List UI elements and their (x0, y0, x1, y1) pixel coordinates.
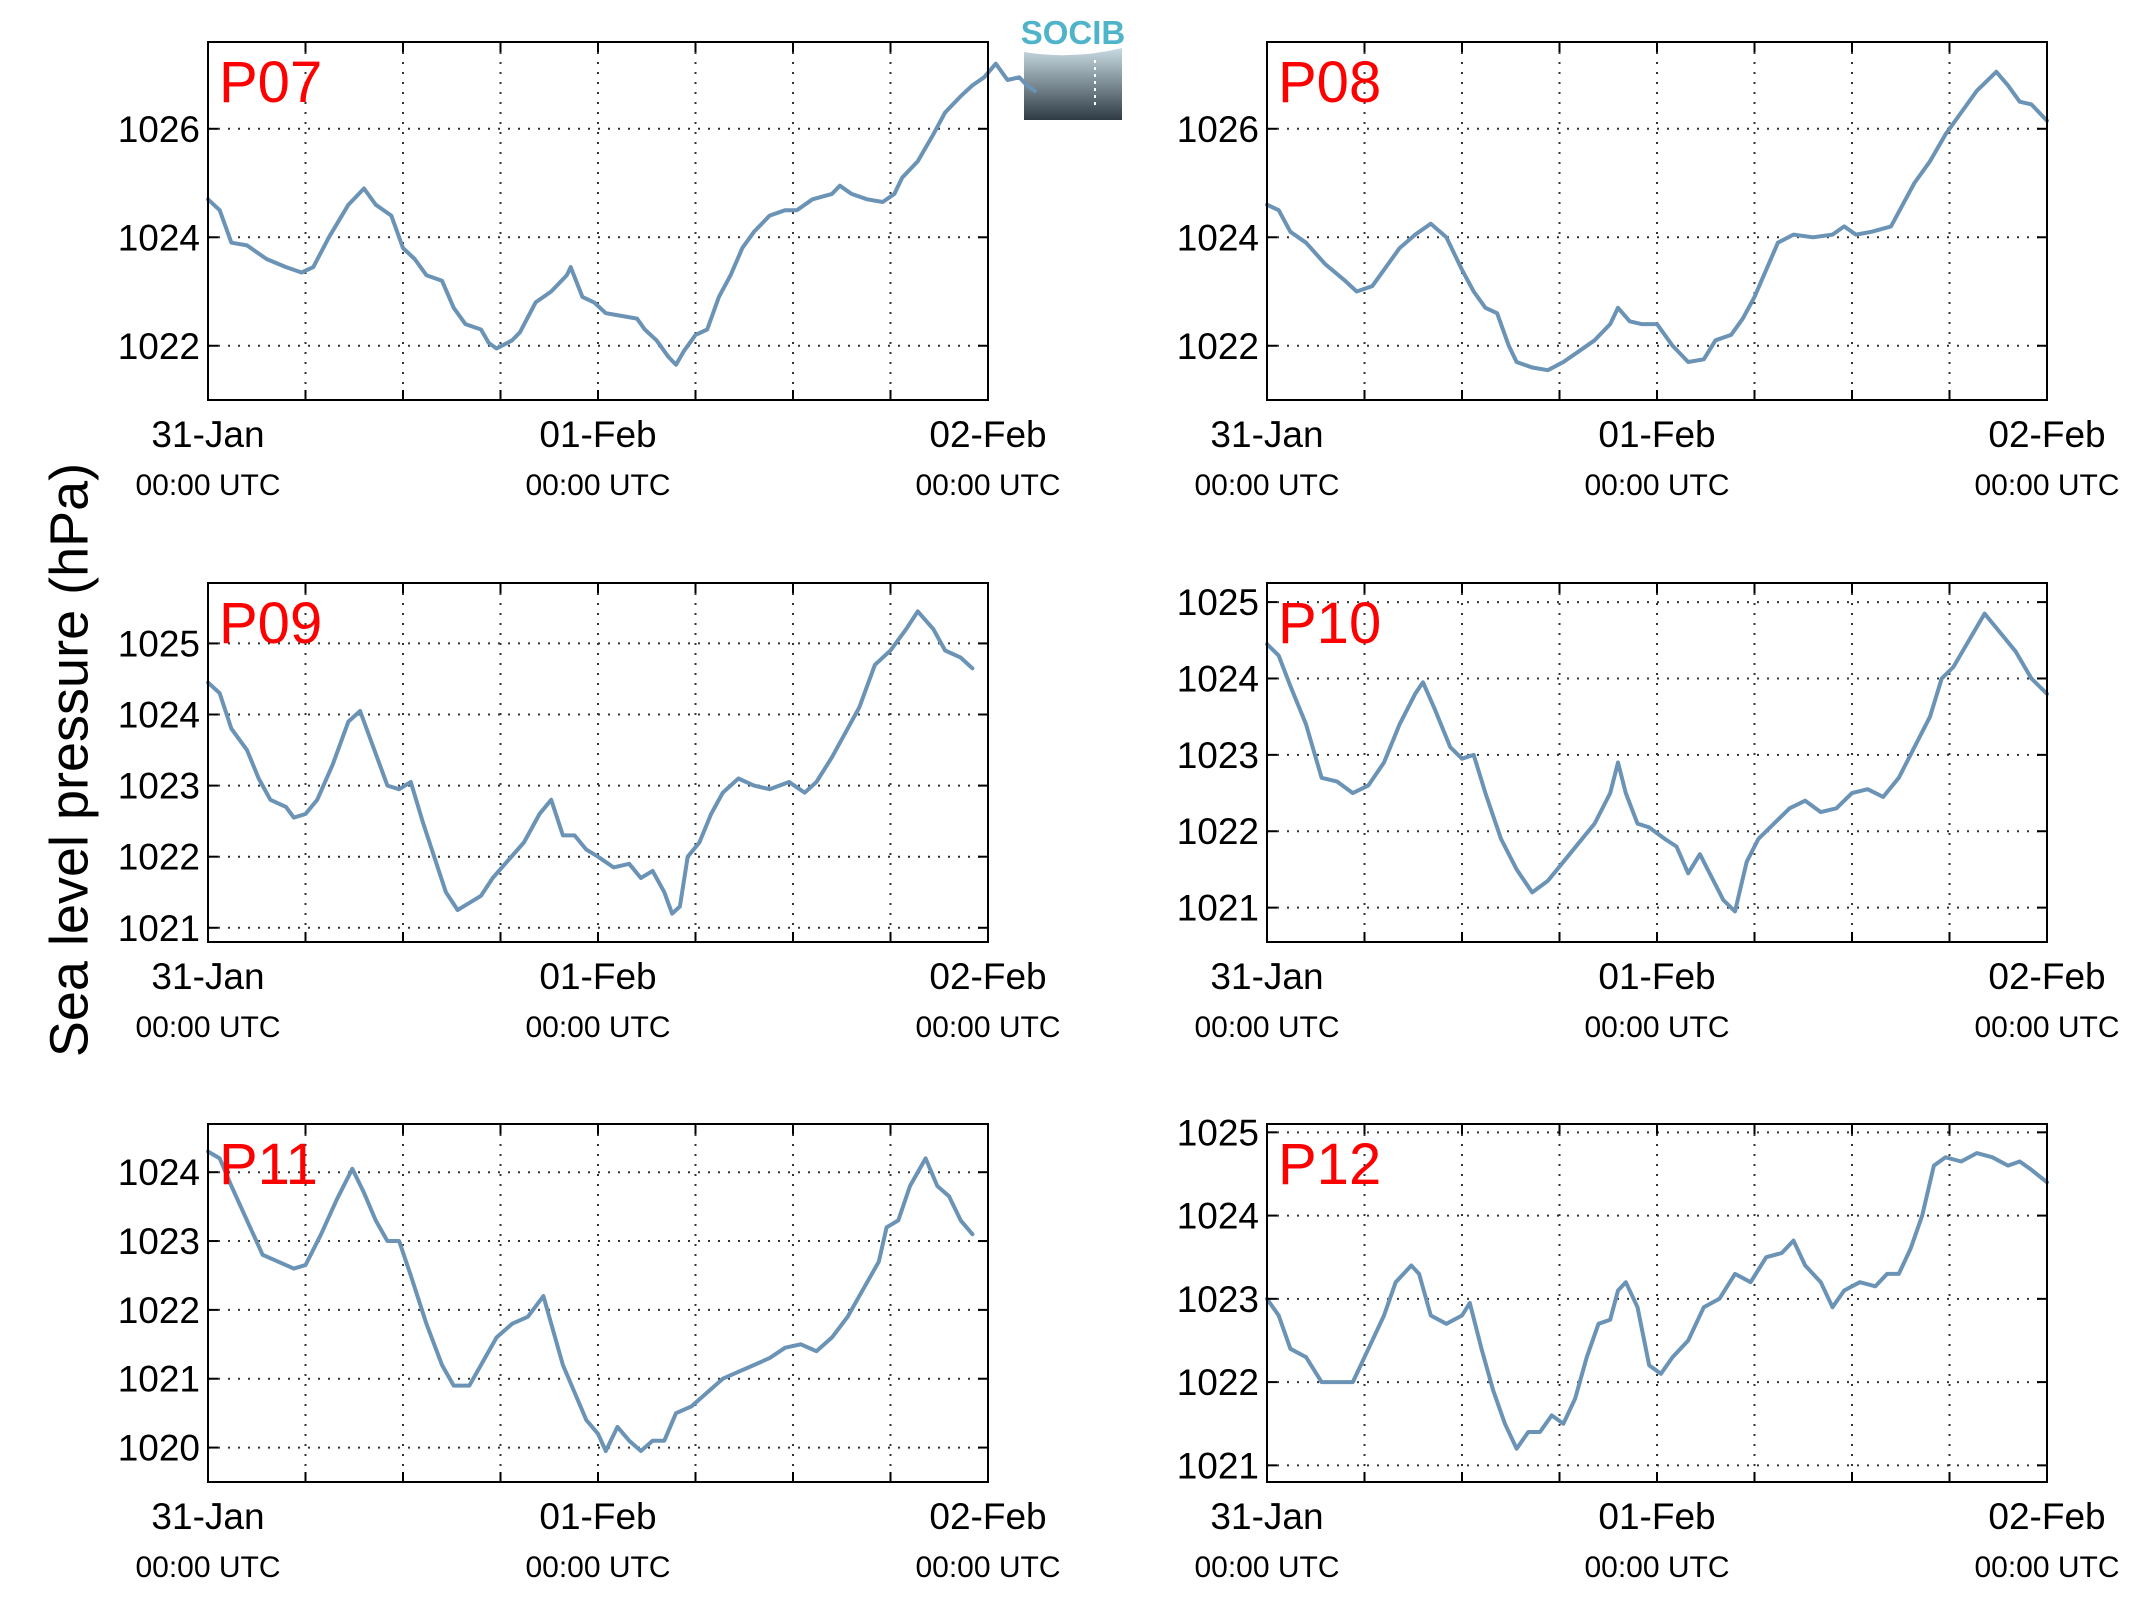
x-tick-label: 31-Jan (151, 414, 264, 455)
y-tick-label: 1025 (1177, 582, 1259, 623)
series-line (206, 61, 1037, 367)
x-tick-label: 31-Jan (1210, 956, 1323, 997)
y-tick-label: 1025 (1177, 1112, 1259, 1153)
x-tick-label: 02-Feb (929, 1496, 1046, 1537)
y-tick-label: 1022 (118, 1290, 200, 1331)
y-tick-label: 1020 (118, 1428, 200, 1469)
y-tick-label: 1021 (118, 908, 200, 949)
panel-title: P12 (1278, 1132, 1381, 1197)
x-tick-sublabel: 00:00 UTC (915, 1011, 1060, 1044)
x-tick-label: 01-Feb (1598, 956, 1715, 997)
panel-title: P09 (219, 591, 322, 656)
x-tick-sublabel: 00:00 UTC (1194, 469, 1339, 502)
x-tick-sublabel: 00:00 UTC (135, 469, 280, 502)
panel-title: P07 (219, 50, 322, 115)
y-tick-label: 1023 (1177, 1279, 1259, 1320)
y-tick-label: 1021 (1177, 1445, 1259, 1486)
x-tick-sublabel: 00:00 UTC (1194, 1011, 1339, 1044)
y-tick-label: 1021 (118, 1359, 200, 1400)
y-tick-label: 1024 (1177, 217, 1259, 258)
y-tick-label: 1024 (118, 695, 200, 736)
y-tick-label: 1023 (1177, 735, 1259, 776)
y-tick-label: 1021 (1177, 888, 1259, 929)
socib-logo: SOCIB (1021, 14, 1126, 120)
x-tick-label: 01-Feb (539, 956, 656, 997)
x-tick-sublabel: 00:00 UTC (1194, 1551, 1339, 1584)
x-tick-sublabel: 00:00 UTC (1974, 1551, 2119, 1584)
x-tick-label: 31-Jan (151, 956, 264, 997)
x-tick-label: 02-Feb (1988, 1496, 2105, 1537)
panel-title: P08 (1278, 50, 1381, 115)
x-tick-label: 01-Feb (539, 414, 656, 455)
series-line (1265, 1151, 2049, 1451)
series-line (1265, 69, 2049, 373)
x-tick-sublabel: 00:00 UTC (915, 469, 1060, 502)
chart-panel-p11: 1020 1021 1022 1023 1024 31-Jan 00:00 UTC 01-Fe… (118, 1123, 1061, 1584)
y-axis-label: Sea level pressure (hPa) (39, 463, 99, 1057)
chart-panel-p12: 1021 1022 1023 1024 1025 31-Jan 00:00 UTC 01-Fe… (1177, 1112, 2120, 1584)
series-line (206, 1149, 975, 1453)
x-tick-sublabel: 00:00 UTC (525, 1551, 670, 1584)
y-tick-label: 1023 (118, 1221, 200, 1262)
x-tick-sublabel: 00:00 UTC (135, 1011, 280, 1044)
y-tick-label: 1022 (1177, 1362, 1259, 1403)
y-tick-label: 1024 (1177, 658, 1259, 699)
x-tick-sublabel: 00:00 UTC (1584, 1011, 1729, 1044)
socib-logo-text: SOCIB (1021, 14, 1126, 51)
y-tick-label: 1026 (1177, 109, 1259, 150)
y-tick-label: 1022 (118, 837, 200, 878)
x-tick-label: 02-Feb (1988, 956, 2105, 997)
y-tick-label: 1022 (118, 326, 200, 367)
chart-panel-p07: 1022 1024 1026 31-Jan 00:00 UTC 01-Feb 00:00 U… (118, 41, 1061, 502)
x-tick-label: 02-Feb (929, 956, 1046, 997)
x-tick-label: 31-Jan (151, 1496, 264, 1537)
chart-panel-p09: 1021 1022 1023 1024 1025 31-Jan 00:00 UTC 01-Fe… (118, 582, 1061, 1044)
x-tick-sublabel: 00:00 UTC (1974, 469, 2119, 502)
chart-panel-p08: 1022 1024 1026 31-Jan 00:00 UTC 01-Feb 00:00 U… (1177, 41, 2120, 502)
y-tick-label: 1023 (118, 766, 200, 807)
x-tick-label: 31-Jan (1210, 414, 1323, 455)
series-line (1265, 611, 2049, 914)
panel-title: P11 (219, 1132, 318, 1197)
y-tick-label: 1022 (1177, 811, 1259, 852)
x-tick-sublabel: 00:00 UTC (1584, 469, 1729, 502)
x-tick-label: 02-Feb (1988, 414, 2105, 455)
x-tick-label: 01-Feb (539, 1496, 656, 1537)
x-tick-sublabel: 00:00 UTC (915, 1551, 1060, 1584)
x-tick-label: 31-Jan (1210, 1496, 1323, 1537)
x-tick-sublabel: 00:00 UTC (1584, 1551, 1729, 1584)
series-line (206, 609, 975, 916)
y-tick-label: 1024 (118, 217, 200, 258)
y-tick-label: 1024 (118, 1152, 200, 1193)
panel-title: P10 (1278, 591, 1381, 656)
y-tick-label: 1026 (118, 109, 200, 150)
x-tick-sublabel: 00:00 UTC (135, 1551, 280, 1584)
x-tick-label: 01-Feb (1598, 414, 1715, 455)
x-tick-sublabel: 00:00 UTC (1974, 1011, 2119, 1044)
x-tick-sublabel: 00:00 UTC (525, 469, 670, 502)
y-tick-label: 1024 (1177, 1196, 1259, 1237)
x-tick-label: 02-Feb (929, 414, 1046, 455)
x-tick-sublabel: 00:00 UTC (525, 1011, 670, 1044)
chart-panel-p10: 1021 1022 1023 1024 1025 31-Jan 00:00 UTC 01-Fe… (1177, 582, 2120, 1044)
y-tick-label: 1022 (1177, 326, 1259, 367)
y-tick-label: 1025 (118, 623, 200, 664)
x-tick-label: 01-Feb (1598, 1496, 1715, 1537)
